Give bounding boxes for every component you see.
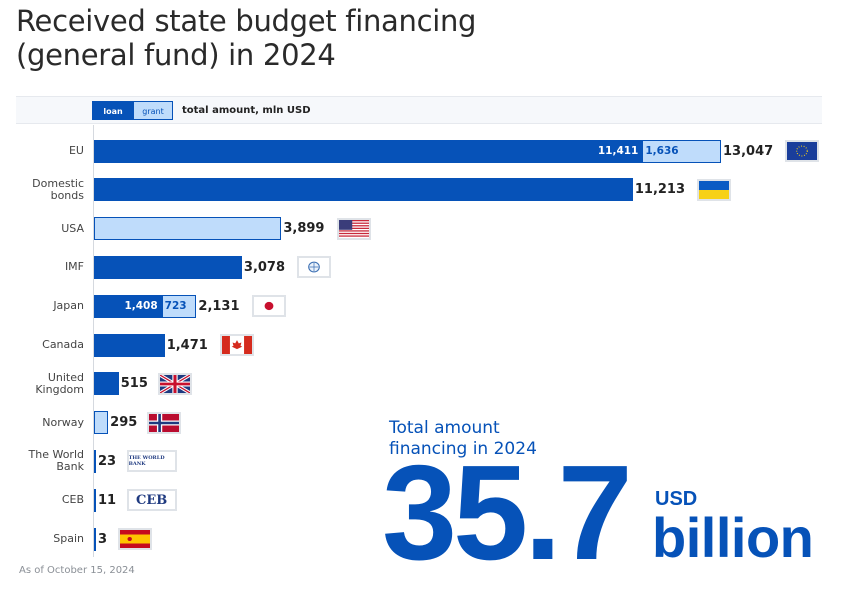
japan-flag-icon (251, 295, 286, 318)
grant-value-label: 723 (164, 299, 187, 312)
bar-grant (94, 411, 109, 435)
total-value-label: 11 (98, 492, 117, 508)
total-value-label: 295 (110, 415, 138, 431)
category-label: Norway (42, 415, 84, 429)
norway-flag-icon (147, 411, 182, 434)
bar-grant (642, 139, 721, 163)
summary-unit-billion: billion (652, 506, 814, 569)
category-label: IMF (64, 260, 84, 274)
category-label: EU (68, 144, 84, 157)
uk-flag-icon (157, 372, 192, 395)
legend-loan: loan (92, 101, 134, 120)
category-label: Domestic bonds (32, 176, 84, 202)
total-value-label: 13,047 (723, 143, 774, 159)
total-value-label: 515 (120, 376, 148, 392)
bar-loan (94, 527, 96, 551)
category-label: Spain (53, 532, 84, 545)
bar-loan (94, 488, 96, 512)
chart-title: Received state budget financing (general… (16, 4, 477, 72)
usa-flag-icon (336, 217, 371, 240)
bar-loan (94, 449, 96, 473)
canada-flag-icon (220, 334, 255, 356)
bar-loan (94, 255, 242, 279)
legend: loan grant total amount, mln USD (16, 96, 822, 124)
legend-grant: grant (133, 101, 173, 120)
spain-flag-icon (118, 528, 153, 550)
grant-value-label: 1,636 (645, 144, 679, 157)
eu-flag-icon (784, 140, 819, 162)
total-value-label: 1,471 (166, 337, 208, 353)
category-label: Japan (53, 299, 84, 313)
loan-value-label: 1,408 (124, 299, 158, 312)
bar-grant (161, 294, 197, 318)
total-value-label: 3,078 (243, 259, 286, 275)
summary-label: Total amount financing in 2024 (389, 418, 537, 459)
category-label: USA (61, 221, 84, 235)
footnote: As of October 15, 2024 (19, 565, 135, 576)
total-value-label: 3,899 (283, 221, 325, 237)
bar-grant (94, 217, 282, 241)
total-value-label: 11,213 (634, 182, 686, 198)
category-label: CEB (61, 493, 84, 507)
bar-loan (94, 139, 643, 163)
y-axis-line (93, 125, 94, 557)
ukraine-flag-icon (696, 178, 731, 201)
total-value-label: 2,131 (198, 298, 240, 314)
summary-unit-usd: USD (655, 488, 698, 510)
category-label: United Kingdom (35, 370, 84, 396)
bar-loan (94, 294, 162, 318)
total-value-label: 23 (98, 453, 117, 469)
bar-loan (94, 372, 119, 396)
summary-value: 35.7 (382, 437, 633, 588)
worldbank-logo: THE WORLD BANK (126, 450, 177, 473)
category-label: The World Bank (28, 448, 84, 474)
category-label: Canada (42, 338, 84, 351)
ceb-logo: CEB (126, 489, 177, 512)
bar-loan (94, 333, 165, 357)
imf-flag-icon (297, 256, 332, 279)
bar-loan (94, 178, 633, 202)
total-value-label: 3 (98, 531, 108, 547)
loan-value-label: 11,411 (597, 144, 639, 157)
legend-total-label: total amount, mln USD (182, 105, 311, 116)
